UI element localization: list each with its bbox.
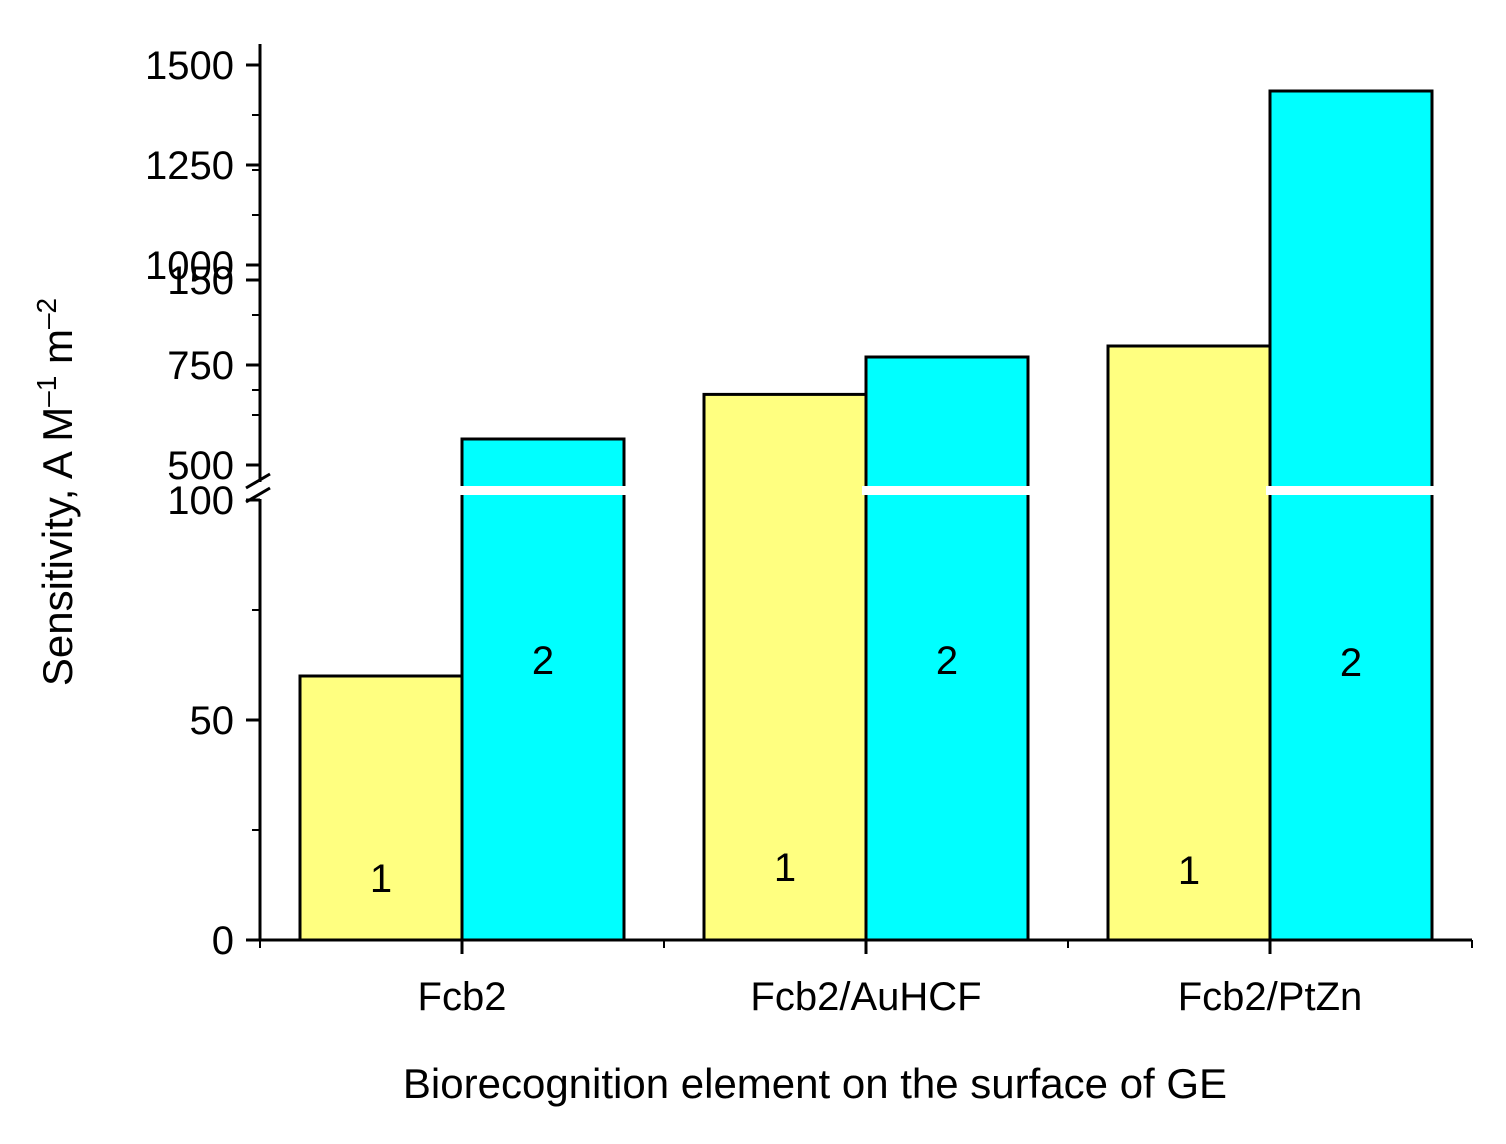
axes-group [245,44,1473,954]
bar-break-gap-3 [1266,486,1436,495]
x-tick-label-1: Fcb2 [418,975,507,1019]
y-tick-label-150: 150 [167,259,234,303]
y-axis-title-main: Sensitivity, A M [34,407,81,686]
y-tick-label-500: 500 [167,444,234,488]
bar-2-1 [460,437,626,942]
labels-group: 0 50 100 150 500 750 1000 1250 1500 Fcb2 Fcb2/AuHC… [145,44,1362,1019]
y-tick-label-50: 50 [190,699,235,743]
y-tick-label-100: 100 [167,479,234,523]
bar-series-label-1-2: 1 [774,846,796,890]
x-tick-label-2: Fcb2/AuHCF [750,975,981,1019]
bar-2-3 [1268,89,1434,942]
bar-series-label-2-2: 2 [936,639,958,683]
bar-break-gap-2 [862,486,1032,495]
y-axis-title-unit2: m [34,329,81,376]
x-tick-label-3: Fcb2/PtZn [1178,975,1363,1019]
bar-series-label-2-3: 2 [1340,641,1362,685]
bar-1-3 [1106,344,1272,942]
bar-series-label-1-1: 1 [370,857,392,901]
bar-series-label-2-1: 2 [532,639,554,683]
y-axis-title-sup2: –2 [31,298,62,329]
y-axis-title-sup1: –1 [31,376,62,407]
bars-group [298,89,1436,942]
y-axis-break-mark-top [245,472,271,490]
y-tick-label-1000: 1000 [145,244,234,288]
y-tick-label-750: 750 [167,344,234,388]
bar-1-1 [298,674,464,942]
y-axis-title: Sensitivity, A M–1 m–2 [31,298,81,686]
bar-2-2 [864,355,1030,942]
bar-break-gap-1 [458,486,628,495]
x-axis-title: Biorecognition element on the surface of… [403,1060,1227,1107]
bar-1-2 [702,392,868,942]
y-tick-label-1500: 1500 [145,44,234,88]
y-tick-label-1250: 1250 [145,144,234,188]
y-tick-label-0: 0 [212,919,234,963]
bar-series-label-1-3: 1 [1178,849,1200,893]
